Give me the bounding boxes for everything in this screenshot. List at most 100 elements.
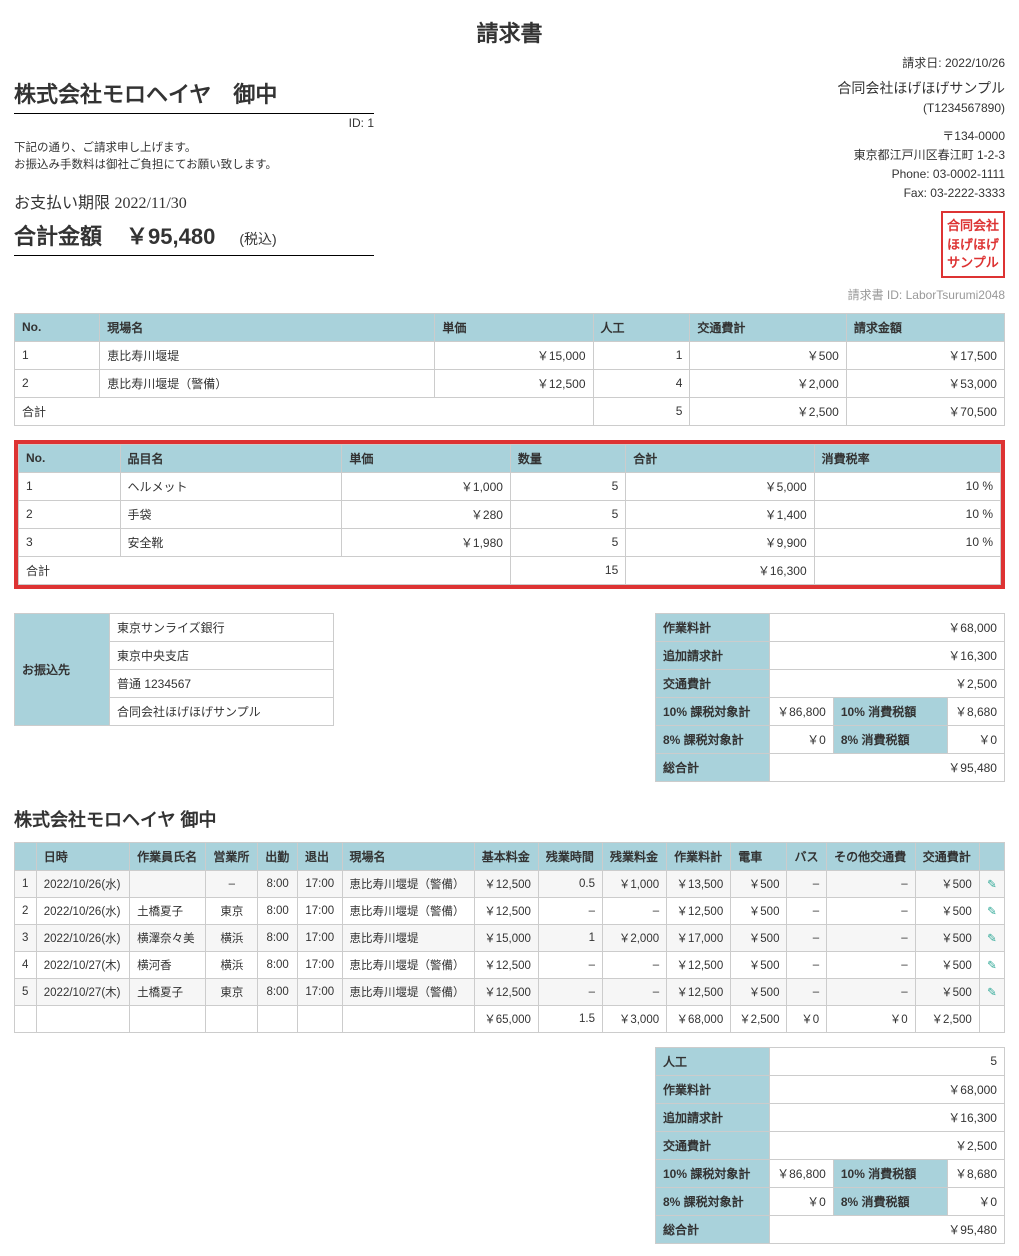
table-cell: ￥17,000 — [667, 924, 731, 951]
table-cell — [36, 1005, 129, 1032]
table-cell: 安全靴 — [120, 528, 342, 556]
table-row: 1ヘルメット￥1,0005￥5,00010 % — [19, 472, 1001, 500]
table-row: 42022/10/27(木)横河香横浜8:0017:00恵比寿川堰堤（警備）￥1… — [15, 951, 1005, 978]
table-cell — [130, 1005, 206, 1032]
table-row: 10% 課税対象計￥86,80010% 消費税額￥8,680 — [656, 697, 1005, 725]
table-header: 作業料計 — [656, 613, 770, 641]
table-cell: ￥16,300 — [770, 641, 1005, 669]
seal-line3: サンプル — [947, 254, 999, 272]
table-cell: ￥12,500 — [435, 369, 593, 397]
table-cell: 2022/10/26(水) — [36, 897, 129, 924]
edit-cell[interactable]: ✎ — [979, 870, 1004, 897]
due-label: お支払い期限 — [14, 195, 110, 212]
edit-icon[interactable]: ✎ — [987, 906, 997, 918]
table-cell: ￥500 — [915, 897, 979, 924]
total-label: 合計金額 — [14, 219, 102, 251]
table-header — [979, 842, 1004, 870]
tax-inc: (税込) — [239, 229, 276, 249]
table-cell: ￥500 — [915, 924, 979, 951]
table-cell: – — [827, 870, 916, 897]
edit-cell[interactable]: ✎ — [979, 978, 1004, 1005]
table-cell: ￥2,500 — [731, 1005, 787, 1032]
table-row: 32022/10/26(水)横澤奈々美横浜8:0017:00恵比寿川堰堤￥15,… — [15, 924, 1005, 951]
table-cell: 2022/10/26(水) — [36, 924, 129, 951]
table-row: 作業料計￥68,000 — [656, 1075, 1005, 1103]
edit-icon[interactable]: ✎ — [987, 987, 997, 999]
table-cell: 5 — [770, 1047, 1005, 1075]
table-header: 基本料金 — [474, 842, 538, 870]
edit-icon[interactable]: ✎ — [987, 879, 997, 891]
table-cell: ￥9,900 — [626, 528, 814, 556]
edit-icon[interactable]: ✎ — [987, 960, 997, 972]
table-cell: ￥12,500 — [474, 897, 538, 924]
table-cell: ￥280 — [342, 500, 511, 528]
table-cell: 8:00 — [258, 924, 298, 951]
table-header: 人工 — [593, 313, 690, 341]
table-row: 8% 課税対象計￥08% 消費税額￥0 — [656, 725, 1005, 753]
edit-cell[interactable]: ✎ — [979, 951, 1004, 978]
table-row: 総合計￥95,480 — [656, 753, 1005, 781]
table-cell: 1 — [538, 924, 602, 951]
table-total-row: 合計5￥2,500￥70,500 — [15, 397, 1005, 425]
table-cell: ￥86,800 — [770, 1159, 834, 1187]
table-cell: ￥2,500 — [770, 669, 1005, 697]
table-cell: – — [787, 897, 827, 924]
table-cell: ￥500 — [731, 924, 787, 951]
edit-icon[interactable]: ✎ — [987, 933, 997, 945]
table-cell: 横澤奈々美 — [130, 924, 206, 951]
table-cell: 17:00 — [297, 897, 342, 924]
table-header: 合計 — [626, 444, 814, 472]
issuer-company: 合同会社ほげほげサンプル — [837, 77, 1005, 99]
note1: 下記の通り、ご請求申し上げます。 — [14, 140, 374, 157]
table-cell: ￥68,000 — [667, 1005, 731, 1032]
table-cell: ￥1,400 — [626, 500, 814, 528]
table-header: 品目名 — [120, 444, 342, 472]
table-row: 52022/10/27(木)土橋夏子東京8:0017:00恵比寿川堰堤（警備）￥… — [15, 978, 1005, 1005]
table-header: 現場名 — [342, 842, 474, 870]
table-header: 単価 — [435, 313, 593, 341]
table-cell: ￥2,000 — [603, 924, 667, 951]
table-cell: 1 — [593, 341, 690, 369]
table-cell: – — [603, 951, 667, 978]
table-header: 日時 — [36, 842, 129, 870]
table-header: 10% 消費税額 — [833, 1159, 947, 1187]
table-cell: – — [603, 897, 667, 924]
table-cell: ￥500 — [915, 978, 979, 1005]
table-cell: 17:00 — [297, 870, 342, 897]
table-header: 8% 消費税額 — [833, 725, 947, 753]
table-cell: 1 — [19, 472, 121, 500]
items-table: No.品目名単価数量合計消費税率 1ヘルメット￥1,0005￥5,00010 %… — [18, 444, 1001, 585]
table-cell: 17:00 — [297, 924, 342, 951]
table-cell — [15, 1005, 37, 1032]
table-cell: 4 — [15, 951, 37, 978]
table-cell: 横浜 — [206, 951, 258, 978]
table-cell: 10 % — [814, 500, 1000, 528]
table-cell: ￥500 — [915, 870, 979, 897]
edit-cell[interactable]: ✎ — [979, 897, 1004, 924]
table-cell: ￥12,500 — [474, 978, 538, 1005]
table-cell: – — [827, 924, 916, 951]
table-cell: ￥53,000 — [846, 369, 1004, 397]
table-total-row: 合計15￥16,300 — [19, 556, 1001, 584]
table-cell — [206, 1005, 258, 1032]
table-header: 追加請求計 — [656, 641, 770, 669]
table-cell: – — [787, 951, 827, 978]
table-header: 総合計 — [656, 1215, 770, 1243]
table-header: 残業料金 — [603, 842, 667, 870]
table-header: 8% 消費税額 — [833, 1187, 947, 1215]
table-header: 交通費計 — [656, 669, 770, 697]
table-cell: ￥65,000 — [474, 1005, 538, 1032]
summary2-table: 人工5作業料計￥68,000追加請求計￥16,300交通費計￥2,50010% … — [655, 1047, 1005, 1244]
table-cell — [814, 556, 1000, 584]
table-cell: – — [787, 924, 827, 951]
table-header: 残業時間 — [538, 842, 602, 870]
table-cell: ￥2,000 — [690, 369, 846, 397]
table-cell: ￥5,000 — [626, 472, 814, 500]
table-row: 追加請求計￥16,300 — [656, 641, 1005, 669]
table-header: 交通費計 — [915, 842, 979, 870]
table-cell: ￥500 — [915, 951, 979, 978]
table-cell: 1 — [15, 870, 37, 897]
edit-cell[interactable]: ✎ — [979, 924, 1004, 951]
table-cell: 1 — [15, 341, 100, 369]
table-cell: ￥0 — [947, 725, 1004, 753]
